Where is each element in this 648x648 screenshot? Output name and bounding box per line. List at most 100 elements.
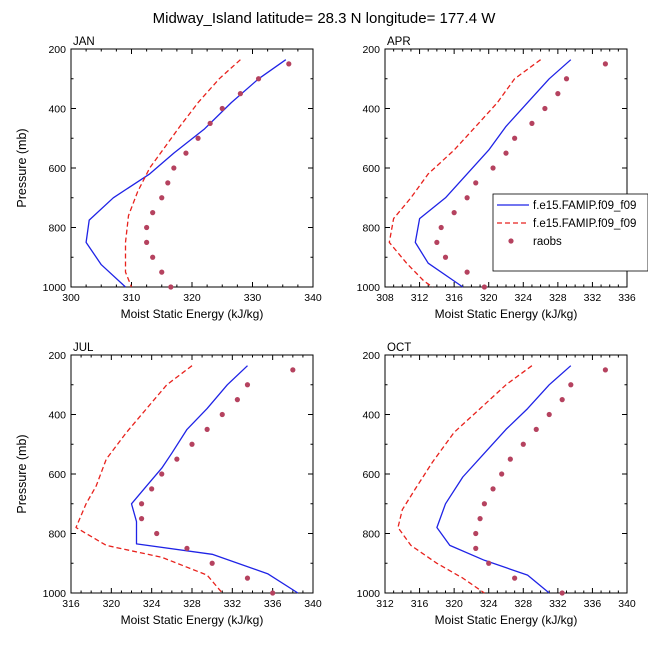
data-point [533,426,539,432]
panel-oct: 312 316 320 324 328 332 336 340 200 400 600 800 1000… [357,342,636,627]
data-point [244,575,251,581]
y-tick-label: 1000 [357,588,381,600]
x-tick-label: 328 [515,598,533,610]
x-tick-label: 330 [244,292,262,304]
data-point [204,426,210,432]
panel-jan: 300 310 320 330 340 200 400 600 800 1000 JAN Moist … [15,36,322,321]
legend-label: raobs [533,236,562,248]
y-tick-label: 1000 [43,588,67,600]
data-point [150,254,156,260]
series-line-solid [414,59,572,288]
panel-label-jan: JAN [73,36,95,48]
y-tick-label: 400 [362,410,380,422]
data-point [512,135,518,141]
data-point [149,486,155,492]
panel-jul: 316 320 324 328 332 336 340 200 400 600 800 1000 JUL… [15,342,322,627]
y-tick-label: 800 [362,529,380,541]
panel-label-apr: APR [387,36,411,48]
x-axis-label: Moist Static Energy (kJ/kg) [121,307,264,321]
data-point [171,165,177,171]
data-point [486,560,492,566]
data-point [520,441,526,447]
x-tick-label: 324 [143,598,161,610]
legend-label: f.e15.FAMIP.f09_f09 [533,200,636,212]
y-tick-label: 400 [48,104,66,116]
data-point [150,210,156,216]
data-point [542,105,548,112]
x-tick-label: 332 [549,598,567,610]
data-point [209,560,215,566]
data-point [159,269,165,275]
legend-marker-dot [508,238,514,244]
data-point [563,76,570,82]
x-tick-label: 316 [62,598,80,610]
x-tick-label: 324 [515,292,533,304]
x-tick-label: 316 [445,292,463,304]
data-point [473,545,479,551]
legend-box [492,193,648,272]
y-tick-label: 1000 [43,282,67,294]
data-point [138,516,145,522]
data-point [159,471,165,477]
y-tick-label: 200 [48,44,66,56]
x-tick-label: 336 [264,598,282,610]
y-tick-label: 600 [362,163,380,175]
y-tick-label: 200 [48,350,66,362]
x-tick-label: 332 [584,292,602,304]
data-point [490,486,496,492]
data-point [555,91,561,97]
data-point [499,471,505,477]
data-point [286,61,292,67]
panel-label-jul: JUL [73,342,94,354]
data-point [546,411,552,418]
x-tick-label: 310 [123,292,141,304]
series-line-dashed [75,365,223,594]
panel-label-oct: OCT [387,342,411,354]
x-tick-label: 300 [62,292,80,304]
data-point [451,210,457,216]
series-raobs-points [138,367,296,596]
data-point [159,195,165,201]
x-tick-label: 328 [183,598,201,610]
x-axis-label: Moist Static Energy (kJ/kg) [435,307,578,321]
data-point [507,456,513,462]
legend-label: f.e15.FAMIP.f09_f09 [533,218,636,230]
x-tick-label: 336 [618,292,636,304]
data-point [184,545,190,551]
y-tick-label: 200 [362,44,380,56]
data-point [165,180,171,186]
series-raobs-points [434,61,608,290]
y-tick-label: 200 [362,350,380,362]
data-point [503,150,509,156]
data-point [477,516,483,522]
data-point [559,590,565,596]
data-point [237,91,243,97]
data-point [154,530,160,537]
data-point [568,382,574,388]
y-axis-label: Pressure (mb) [15,128,29,207]
data-point [602,61,608,67]
x-tick-label: 336 [584,598,602,610]
panel-apr: 308 312 316 320 324 328 332 336 200 400 600 800 1000… [357,36,636,321]
data-point [434,239,440,245]
x-tick-label: 340 [304,598,322,610]
data-point [195,135,201,141]
data-point [144,224,150,231]
y-tick-label: 800 [48,223,66,235]
data-point [490,165,496,171]
data-point [219,105,225,112]
y-tick-label: 800 [362,223,380,235]
series-line-dashed [388,59,541,288]
legend: f.e15.FAMIP.f09_f09 f.e15.FAMIP.f09_f09ra… [492,193,648,272]
data-point [438,224,444,231]
x-tick-label: 312 [411,292,429,304]
data-point [473,180,479,186]
data-point [481,284,487,290]
data-point [234,397,240,403]
data-point [189,441,195,447]
data-point [138,501,145,507]
x-tick-label: 320 [445,598,463,610]
y-axis-label: Pressure (mb) [15,434,29,513]
series-line-solid [436,365,572,594]
x-tick-label: 340 [618,598,636,610]
